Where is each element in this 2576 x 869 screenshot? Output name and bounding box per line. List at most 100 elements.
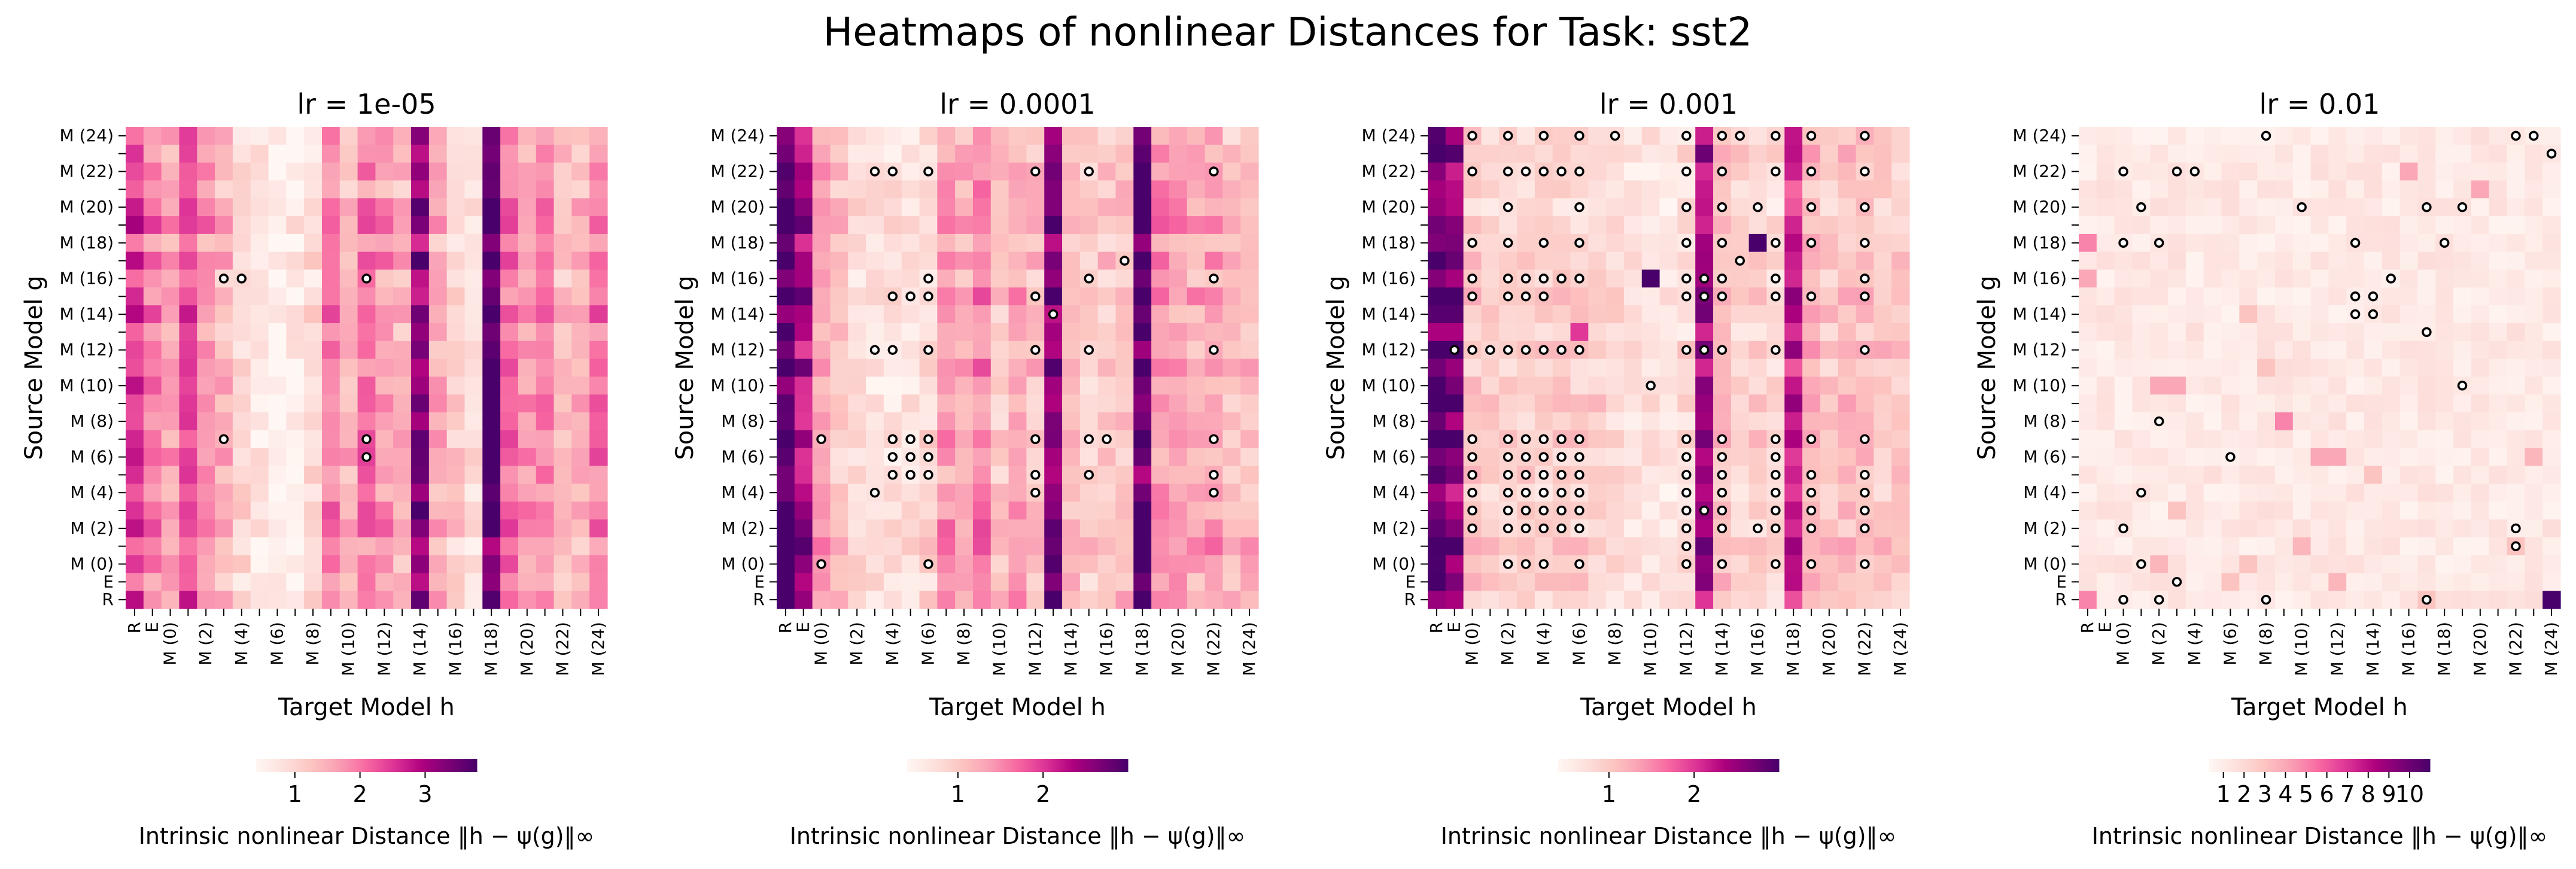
heatmap-cell xyxy=(2525,484,2543,502)
heatmap-cell xyxy=(1169,287,1188,306)
heatmap-cell xyxy=(2525,394,2543,413)
heatmap-cell xyxy=(197,466,215,484)
heatmap-cell xyxy=(268,251,287,271)
heatmap-cells xyxy=(777,127,1259,609)
heatmap-cell xyxy=(1588,537,1607,556)
heatmap-cell xyxy=(1062,198,1081,217)
heatmap-cell xyxy=(1187,466,1206,484)
marker-circle xyxy=(923,452,933,462)
heatmap-cell xyxy=(2542,251,2561,271)
heatmap-cell xyxy=(2221,537,2240,556)
heatmap-cell xyxy=(126,358,144,377)
heatmap-cell xyxy=(2471,216,2490,235)
heatmap-cell xyxy=(2221,269,2240,288)
heatmap-cell xyxy=(1891,305,1910,324)
marker-circle xyxy=(1681,274,1692,284)
heatmap-cell xyxy=(357,502,376,520)
heatmap-cell xyxy=(1169,484,1188,502)
heatmap-cell xyxy=(571,251,590,271)
heatmap-cell xyxy=(2310,448,2329,467)
heatmap-cell xyxy=(179,233,197,253)
heatmap-cell xyxy=(2185,127,2204,145)
heatmap-cell xyxy=(2399,502,2419,520)
heatmap-cell xyxy=(286,484,305,502)
heatmap-cell xyxy=(1008,519,1027,538)
heatmap-cell xyxy=(2417,394,2436,413)
heatmap-cell xyxy=(321,162,340,181)
heatmap-cell xyxy=(2114,198,2133,217)
heatmap-cell xyxy=(428,376,448,395)
heatmap-cell xyxy=(2453,287,2472,306)
heatmap-cell xyxy=(972,573,992,591)
heatmap-cell xyxy=(1428,233,1446,253)
heatmap-cell xyxy=(268,180,287,199)
heatmap-cell xyxy=(777,555,795,573)
heatmap-cell xyxy=(1874,519,1892,538)
x-tick-label: M (12) xyxy=(1025,622,1045,676)
heatmap-cell xyxy=(1151,573,1170,591)
heatmap-cell xyxy=(1008,233,1027,253)
heatmap-cell xyxy=(321,323,340,342)
heatmap-cell xyxy=(482,251,501,271)
y-tick-label: M (8) xyxy=(70,411,114,431)
heatmap-cell xyxy=(357,198,376,217)
heatmap-cell xyxy=(2239,537,2258,556)
heatmap-cell xyxy=(2079,323,2097,342)
heatmap-cell xyxy=(972,162,992,181)
x-tick-labels: REM (0) M (2) M (4) M (6) M (8) M (10) M (12) M… xyxy=(775,609,1259,676)
heatmap-cell xyxy=(1008,448,1027,467)
heatmap-cell xyxy=(2310,269,2329,288)
heatmap-cell xyxy=(375,233,394,253)
heatmap-cell xyxy=(2328,305,2347,324)
heatmap-cell xyxy=(955,341,974,360)
heatmap-cell xyxy=(411,502,430,520)
heatmap-cell xyxy=(143,412,162,431)
heatmap-cell xyxy=(1748,502,1768,520)
heatmap-cell xyxy=(1222,519,1241,538)
heatmap-cell xyxy=(232,305,251,324)
heatmap-cell xyxy=(1133,502,1152,520)
heatmap-cell xyxy=(1856,323,1874,342)
heatmap-cell xyxy=(2257,323,2276,342)
heatmap-cell xyxy=(2239,144,2258,163)
heatmap-cell xyxy=(2257,555,2276,573)
heatmap-cell xyxy=(2382,448,2401,467)
heatmap-cell xyxy=(1499,180,1517,199)
heatmap-cell xyxy=(1222,430,1241,449)
heatmap-cell xyxy=(2096,216,2115,235)
heatmap-cell xyxy=(500,198,519,217)
heatmap-cell xyxy=(1838,269,1857,288)
heatmap-cell xyxy=(1222,502,1241,520)
heatmap-cell xyxy=(2239,162,2258,181)
heatmap-cell xyxy=(536,484,555,502)
heatmap-cell xyxy=(1079,233,1099,253)
marker-circle xyxy=(1771,166,1781,177)
heatmap-cell xyxy=(2079,519,2097,538)
heatmap-cell xyxy=(1187,573,1206,591)
y-tick-label: M (18) xyxy=(59,233,114,253)
heatmap-cell xyxy=(2489,162,2508,181)
heatmap-cell xyxy=(1115,127,1134,145)
heatmap-cell xyxy=(1151,555,1170,573)
heatmap-cell xyxy=(1820,198,1839,217)
heatmap-cell xyxy=(955,412,974,431)
heatmap-cell xyxy=(1187,591,1206,609)
heatmap-cell xyxy=(883,269,902,288)
heatmap-cell xyxy=(553,251,572,271)
heatmap-cell xyxy=(1222,341,1241,360)
marker-circle xyxy=(905,434,916,445)
heatmap-cell xyxy=(2525,519,2543,538)
heatmap-cell xyxy=(937,180,956,199)
heatmap-cell xyxy=(1428,573,1446,591)
heatmap-cell xyxy=(482,341,501,360)
heatmap-cell xyxy=(901,376,920,395)
heatmap-cell xyxy=(972,519,992,538)
y-tick-label: M (8) xyxy=(2023,411,2067,431)
heatmap-cell xyxy=(2399,555,2419,573)
heatmap-cell xyxy=(1169,573,1188,591)
heatmap-cell xyxy=(1428,484,1446,502)
marker-circle xyxy=(1717,452,1728,462)
heatmap-cell xyxy=(2203,233,2222,253)
marker-circle xyxy=(923,559,933,569)
heatmap-cell xyxy=(2274,412,2294,431)
